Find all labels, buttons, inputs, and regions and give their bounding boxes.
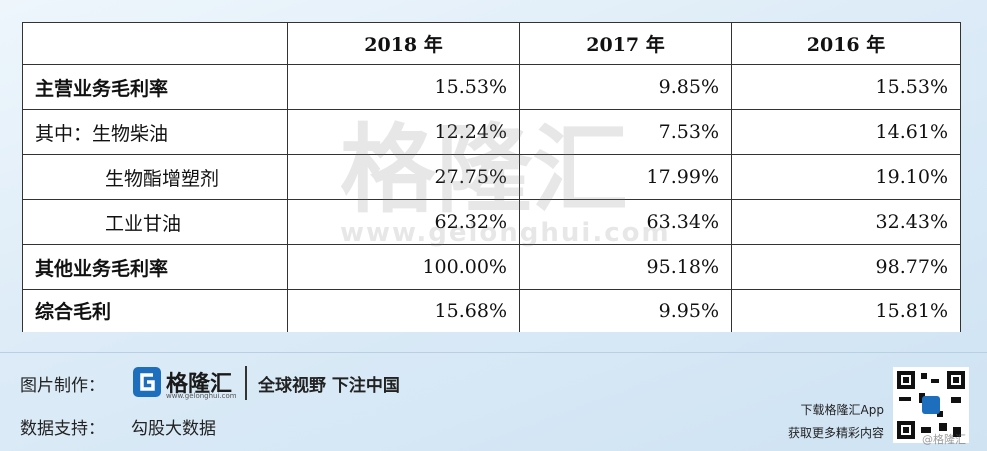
header-row: 2018 年 2017 年 2016 年: [22, 22, 961, 65]
divider: [0, 352, 987, 353]
row-label: 其中：生物柴油: [22, 109, 288, 155]
cell: 12.24%: [287, 109, 520, 155]
header-cell: [22, 22, 288, 65]
data-source: 勾股大数据: [131, 419, 216, 439]
row-label: 主营业务毛利率: [22, 64, 288, 110]
table-row: 综合毛利 15.68% 9.95% 15.81%: [22, 289, 961, 332]
cell: 62.32%: [287, 199, 520, 245]
cell: 7.53%: [519, 109, 732, 155]
slogan: 全球视野 下注中国: [258, 376, 400, 396]
cell: 15.81%: [731, 289, 961, 332]
table-row: 工业甘油 62.32% 63.34% 32.43%: [22, 199, 961, 245]
cell: 9.85%: [519, 64, 732, 110]
data-table: 2018 年 2017 年 2016 年 主营业务毛利率 15.53% 9.85% 1…: [22, 22, 961, 332]
cell: 19.10%: [731, 154, 961, 200]
cell: 63.34%: [519, 199, 732, 245]
header-cell: 2016 年: [731, 22, 961, 65]
table-row: 生物酯增塑剂 27.75% 17.99% 19.10%: [22, 154, 961, 200]
app-line2: 获取更多精彩内容: [787, 426, 884, 440]
corner-mark: @格隆汇: [922, 433, 966, 446]
credit-label: 图片制作：: [20, 376, 105, 396]
cell: 98.77%: [731, 244, 961, 290]
cell: 17.99%: [519, 154, 732, 200]
header-cell: 2018 年: [287, 22, 520, 65]
cell: 100.00%: [287, 244, 520, 290]
logo-url: www.gelonghui.com: [166, 392, 237, 400]
table-row: 其中：生物柴油 12.24% 7.53% 14.61%: [22, 109, 961, 155]
logo-text: 格隆汇: [166, 372, 233, 397]
row-label: 其他业务毛利率: [22, 244, 288, 290]
row-label: 综合毛利: [22, 289, 288, 332]
table-row: 其他业务毛利率 100.00% 95.18% 98.77%: [22, 244, 961, 290]
cell: 14.61%: [731, 109, 961, 155]
row-label: 工业甘油: [22, 199, 288, 245]
cell: 15.53%: [731, 64, 961, 110]
cell: 15.68%: [287, 289, 520, 332]
data-label: 数据支持：: [20, 419, 105, 439]
row-label: 生物酯增塑剂: [22, 154, 288, 200]
cell: 15.53%: [287, 64, 520, 110]
cell: 32.43%: [731, 199, 961, 245]
cell: 95.18%: [519, 244, 732, 290]
app-line1: 下载格隆汇App: [800, 403, 884, 417]
separator: [245, 366, 247, 400]
cell: 9.95%: [519, 289, 732, 332]
logo-icon: [133, 367, 161, 397]
header-cell: 2017 年: [519, 22, 732, 65]
table-row: 主营业务毛利率 15.53% 9.85% 15.53%: [22, 64, 961, 110]
table-body: 主营业务毛利率 15.53% 9.85% 15.53% 其中：生物柴油 12.24% 7.5…: [22, 64, 961, 332]
cell: 27.75%: [287, 154, 520, 200]
qr-code: [893, 367, 969, 443]
